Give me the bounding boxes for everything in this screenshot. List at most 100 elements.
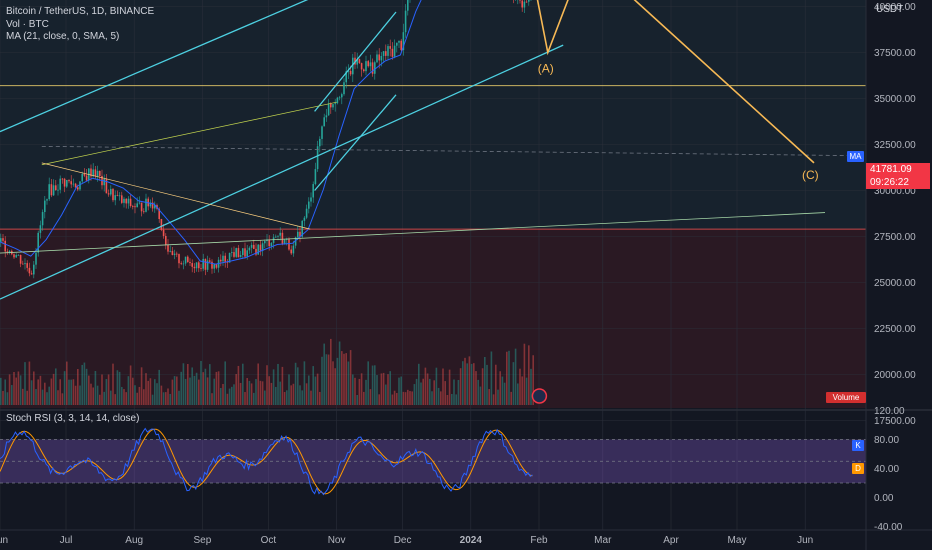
candle-body	[127, 198, 130, 204]
candle-body	[330, 103, 332, 108]
candle-body	[385, 51, 387, 56]
volume-bar	[391, 394, 394, 405]
candle-body	[193, 266, 196, 269]
candle-body	[26, 263, 28, 268]
candle-body	[162, 229, 165, 236]
event-flag-icon	[531, 388, 548, 404]
volume-bar	[264, 390, 266, 405]
candle-body	[81, 173, 83, 182]
candle-body	[334, 103, 336, 105]
currency-button[interactable]: USDT	[876, 4, 904, 15]
candle-body	[17, 254, 20, 256]
volume-bar	[374, 365, 376, 405]
ma-legend[interactable]: MA (21, close, 0, SMA, 5)	[6, 31, 120, 42]
volume-bar	[110, 390, 112, 405]
long-diagonal-line	[41, 145, 848, 156]
candle-body	[299, 231, 301, 237]
candle-body	[138, 202, 141, 204]
volume-bar	[451, 393, 453, 405]
candle-body	[8, 250, 11, 253]
volume-bar	[517, 383, 519, 405]
volume-bar	[448, 369, 451, 405]
candle-body	[74, 183, 77, 188]
candle-body	[268, 239, 270, 247]
volume-bar	[105, 379, 108, 405]
candle-body	[79, 181, 81, 190]
time-tick-label: Jun	[797, 535, 813, 546]
volume-bar	[4, 379, 6, 405]
candle-body	[72, 183, 75, 185]
candle-body	[371, 62, 374, 74]
candle-body	[286, 239, 288, 240]
candle-body	[407, 0, 409, 11]
candle-body	[158, 208, 160, 219]
volume-bar	[55, 368, 57, 405]
volume-legend[interactable]: Vol · BTC	[6, 19, 49, 30]
candle-body	[200, 268, 202, 269]
volume-bar	[283, 391, 286, 405]
candle-body	[336, 97, 339, 104]
lower-range-shade	[0, 229, 866, 408]
candle-body	[248, 247, 251, 251]
volume-bar	[140, 367, 143, 405]
candle-body	[90, 168, 92, 177]
rsi-tick-label: 80.00	[874, 435, 899, 446]
volume-bar	[213, 378, 215, 405]
volume-bar	[125, 392, 127, 405]
volume-bar	[455, 394, 457, 405]
candle-body	[191, 263, 193, 267]
candle-body	[92, 169, 94, 177]
volume-bar	[341, 351, 343, 405]
volume-bar	[239, 382, 242, 405]
volume-bar	[134, 385, 136, 405]
volume-bar	[206, 377, 209, 405]
volume-bar	[68, 379, 70, 405]
volume-bar	[118, 371, 121, 405]
volume-bar	[57, 390, 59, 405]
volume-bar	[44, 382, 46, 405]
candle-body	[61, 178, 64, 180]
candle-body	[233, 252, 235, 257]
volume-bar	[39, 375, 42, 405]
volume-bar	[24, 362, 26, 405]
volume-bar	[288, 374, 290, 405]
candle-body	[277, 235, 279, 237]
volume-bar	[79, 385, 81, 405]
candle-body	[125, 198, 127, 204]
candle-body	[369, 62, 372, 67]
price-tick-label: 40000.00	[874, 2, 916, 13]
candle-body	[358, 59, 361, 64]
candle-body	[288, 239, 290, 250]
volume-bar	[303, 361, 306, 405]
price-tick-label: 17500.00	[874, 416, 916, 427]
volume-bar	[499, 371, 501, 405]
candle-body	[136, 203, 138, 208]
volume-bar	[431, 391, 433, 405]
stoch-rsi-legend[interactable]: Stoch RSI (3, 3, 14, 14, close)	[6, 413, 140, 424]
volume-bar	[492, 394, 495, 405]
volume-bar	[26, 390, 28, 405]
volume-bar	[470, 363, 473, 405]
volume-bar	[319, 391, 321, 405]
volume-bar	[169, 393, 171, 405]
volume-bar	[323, 343, 325, 405]
volume-bar	[266, 365, 268, 405]
time-tick-label: Oct	[261, 535, 277, 546]
candle-body	[349, 70, 352, 75]
volume-bar	[369, 389, 372, 405]
volume-bar	[512, 362, 515, 405]
candle-body	[103, 178, 105, 186]
candle-body	[107, 193, 110, 195]
volume-bar	[70, 379, 72, 405]
volume-bar	[442, 368, 444, 405]
volume-bar	[211, 393, 213, 405]
symbol-legend[interactable]: Bitcoin / TetherUS, 1D, BINANCE	[6, 6, 155, 17]
time-tick-label: 2024	[460, 535, 483, 546]
volume-bar	[532, 355, 534, 405]
price-tick-label: 30000.00	[874, 186, 916, 197]
candle-body	[30, 273, 33, 275]
volume-bar	[433, 380, 435, 405]
volume-bar	[116, 370, 119, 405]
volume-bar	[338, 341, 341, 405]
